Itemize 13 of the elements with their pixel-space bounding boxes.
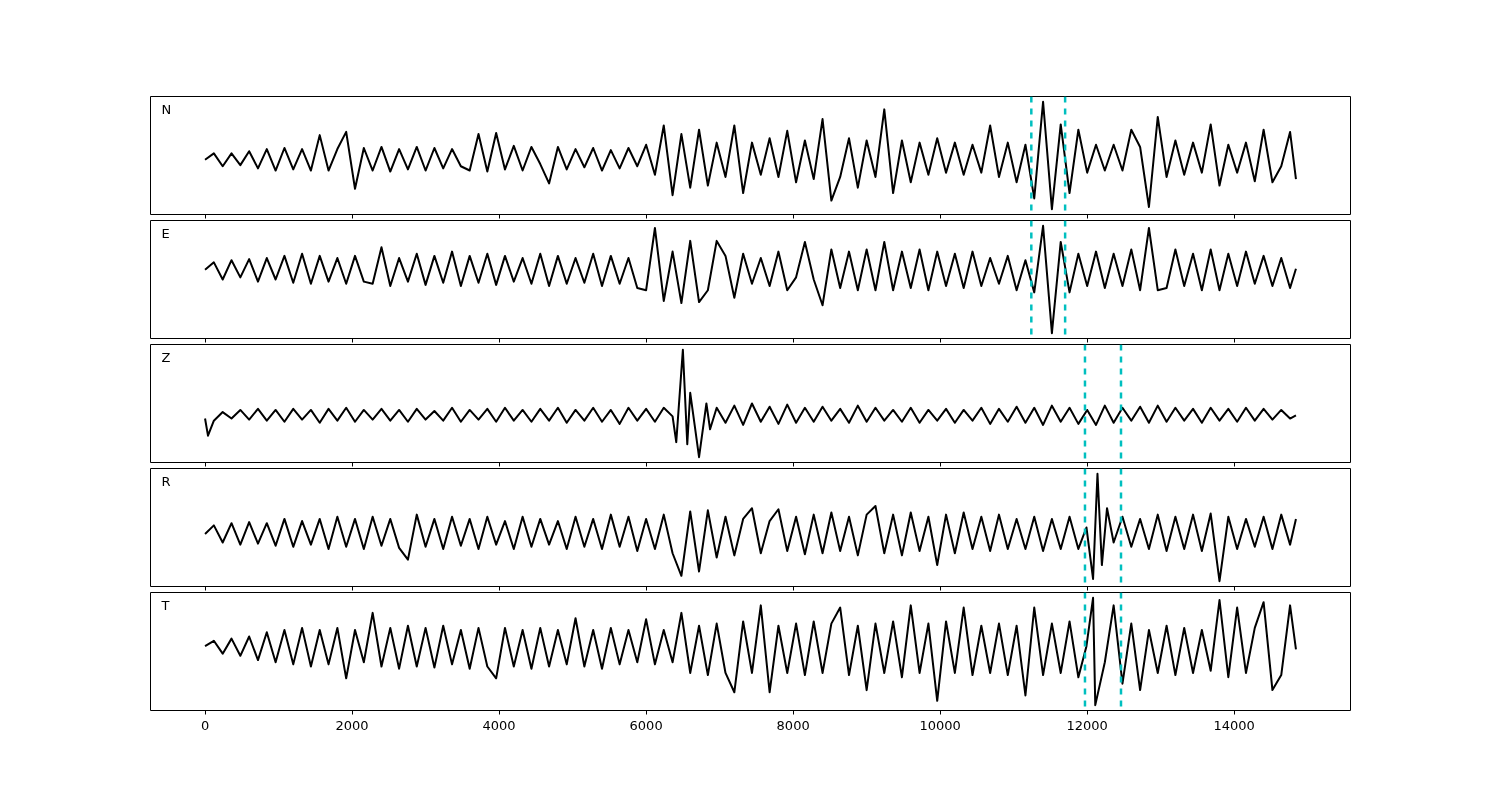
x-tick-label: 14000 [1213,717,1255,733]
x-tick-label: 2000 [335,717,369,733]
x-tick-label: 6000 [629,717,663,733]
chart-title: R [161,473,171,489]
x-tick-label: 10000 [919,717,961,733]
chart-title: N [161,101,172,117]
chart-title: Z [161,349,171,365]
x-tick-label: 0 [200,717,210,733]
x-tick-label: 12000 [1066,717,1108,733]
x-tick-label: 4000 [482,717,516,733]
chart-title: T [160,597,170,613]
x-tick-label: 8000 [776,717,810,733]
chart-title: E [161,225,170,241]
